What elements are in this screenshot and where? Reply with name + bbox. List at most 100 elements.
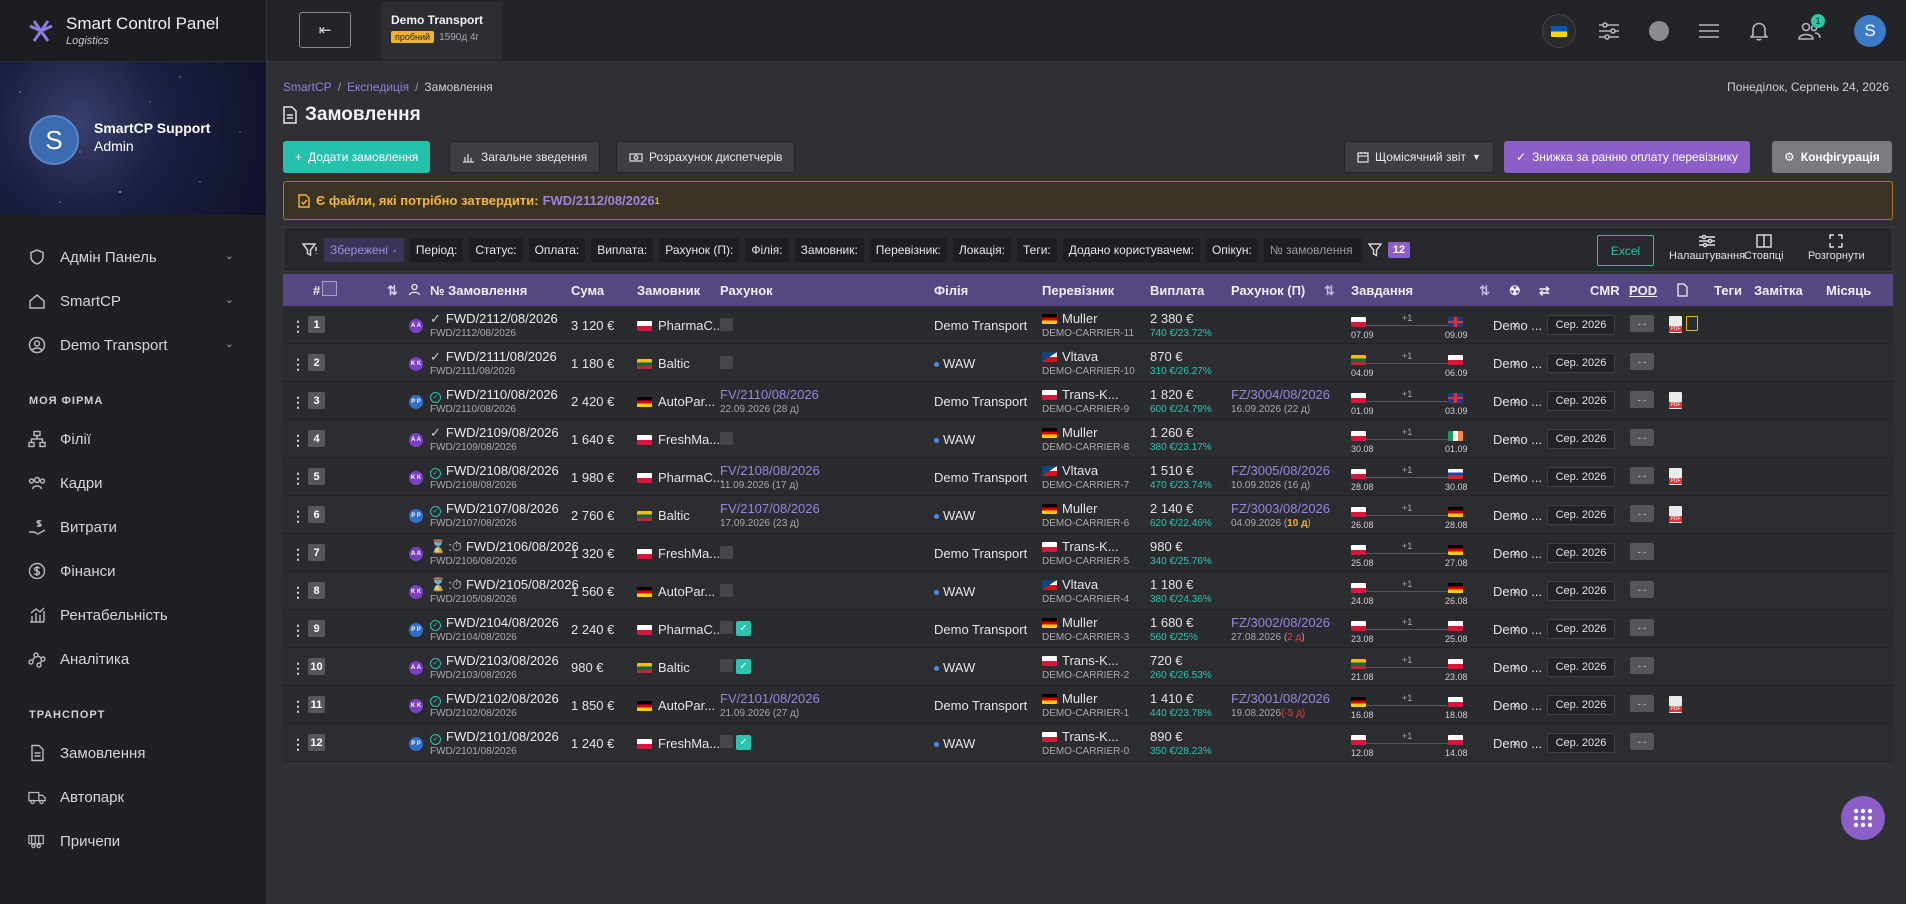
table-row[interactable]: ⋮ 7 A A ⌛:⏱ FWD/2106/08/2026 FWD/2106/08/2026…: [283, 534, 1893, 572]
sidebar-item-analytics[interactable]: Аналітика: [0, 637, 266, 681]
table-row[interactable]: ⋮ 10 A A ✓ FWD/2103/08/2026 FWD/2103/08/2026 9…: [283, 648, 1893, 686]
add-order-button[interactable]: + Додати замовлення: [283, 141, 431, 173]
sidebar-item-finance[interactable]: Фінанси: [0, 549, 266, 593]
order-number[interactable]: ⌛:⏱ FWD/2106/08/2026: [430, 539, 579, 554]
sidebar-item-orders[interactable]: Замовлення: [0, 731, 266, 775]
chevron-down-icon[interactable]: ⌄: [224, 294, 234, 306]
filter-added-by[interactable]: Додано користувачем:: [1062, 237, 1200, 262]
carrier-invoice-link[interactable]: FZ/3004/08/2026: [1231, 387, 1331, 402]
customer[interactable]: Baltic: [637, 508, 690, 523]
table-row[interactable]: ⋮ 1 A A ✓ FWD/2112/08/2026 FWD/2112/08/2026 3 …: [283, 306, 1893, 344]
pending-doc-icon[interactable]: [1686, 316, 1698, 331]
sidebar-item-trailers[interactable]: Причепи: [0, 819, 266, 863]
customer[interactable]: Baltic: [637, 660, 690, 675]
brand[interactable]: Smart Control Panel Logistics: [0, 0, 266, 62]
table-row[interactable]: ⋮ 3 P P ✓ FWD/2110/08/2026 FWD/2110/08/2026 2 …: [283, 382, 1893, 420]
avatar[interactable]: A A: [409, 661, 423, 675]
sidebar-item-profitability[interactable]: Рентабельність: [0, 593, 266, 637]
sidebar-item-smartcp[interactable]: SmartCP ⌄: [0, 279, 266, 323]
col-tasks[interactable]: Завдання: [1351, 283, 1414, 298]
adr-status[interactable]: ×: [1512, 622, 1520, 636]
table-row[interactable]: ⋮ 2 K K ✓ FWD/2111/08/2026 FWD/2111/08/2026 1 …: [283, 344, 1893, 382]
pod-status[interactable]: - -: [1630, 543, 1654, 560]
quick-actions-button[interactable]: [1841, 796, 1885, 840]
pending-file-link[interactable]: FWD/2112/08/2026: [542, 193, 655, 208]
table-row[interactable]: ⋮ 11 K K ✓ FWD/2102/08/2026 FWD/2102/08/2026 1…: [283, 686, 1893, 724]
avatar[interactable]: P P: [409, 623, 423, 637]
saved-filters-dropdown[interactable]: Збережені ⌄: [324, 237, 404, 262]
row-menu-icon[interactable]: ⋮: [291, 508, 305, 524]
customer[interactable]: AutoPar...: [637, 584, 715, 599]
sidebar-item-demo-transport[interactable]: Demo Transport ⌄: [0, 323, 266, 367]
row-menu-icon[interactable]: ⋮: [291, 318, 305, 334]
breadcrumb-root[interactable]: SmartCP: [283, 80, 332, 94]
customer[interactable]: PharmaC...: [637, 318, 724, 333]
carrier[interactable]: Trans-K...: [1042, 539, 1119, 554]
carrier-invoice-link[interactable]: FZ/3001/08/2026: [1231, 691, 1331, 706]
avatar[interactable]: A A: [409, 319, 423, 333]
adr-status[interactable]: ×: [1512, 698, 1520, 712]
pod-status[interactable]: - -: [1630, 581, 1654, 598]
customer[interactable]: AutoPar...: [637, 394, 715, 409]
customer[interactable]: PharmaC...: [637, 622, 724, 637]
filter-tags[interactable]: Теги:: [1017, 237, 1057, 262]
filter-customer[interactable]: Замовник:: [794, 237, 864, 262]
customer[interactable]: AutoPar...: [637, 698, 715, 713]
early-payment-discount-button[interactable]: ✓ Знижка за ранню оплату перевізнику: [1504, 141, 1750, 173]
order-number[interactable]: ✓ FWD/2102/08/2026: [430, 691, 559, 707]
adr-status[interactable]: ×: [1512, 356, 1520, 370]
avatar[interactable]: K K: [409, 471, 423, 485]
carrier[interactable]: Vltava: [1042, 577, 1098, 592]
pod-status[interactable]: - -: [1630, 353, 1654, 370]
pod-status[interactable]: - -: [1630, 657, 1654, 674]
expand-button[interactable]: Розгорнути: [1808, 234, 1865, 262]
table-settings-button[interactable]: Налаштування: [1669, 234, 1745, 262]
filter-period[interactable]: Період:: [409, 237, 464, 262]
row-menu-icon[interactable]: ⋮: [291, 622, 305, 638]
user-menu[interactable]: S: [1834, 0, 1906, 62]
col-order[interactable]: № Замовлення: [430, 283, 528, 298]
table-row[interactable]: ⋮ 6 P P ✓ FWD/2107/08/2026 FWD/2107/08/2026 2 …: [283, 496, 1893, 534]
route[interactable]: +1 01.09 03.09: [1351, 389, 1468, 416]
carrier[interactable]: Vltava: [1042, 463, 1098, 478]
apply-filter-icon[interactable]: [1367, 242, 1382, 257]
avatar[interactable]: P P: [409, 737, 423, 751]
customer[interactable]: Baltic: [637, 356, 690, 371]
invoice-placeholder[interactable]: [720, 584, 733, 600]
adr-status[interactable]: ×: [1512, 736, 1520, 750]
carrier-invoice-link[interactable]: FZ/3005/08/2026: [1231, 463, 1331, 478]
sort-icon[interactable]: ⇅: [1324, 283, 1335, 298]
route[interactable]: +1 16.08 18.08: [1351, 693, 1468, 720]
customer[interactable]: FreshMa...: [637, 736, 720, 751]
order-number[interactable]: ✓ FWD/2112/08/2026: [430, 311, 558, 326]
pdf-icon[interactable]: [1669, 506, 1682, 523]
route[interactable]: +1 30.08 01.09: [1351, 427, 1468, 454]
col-tags[interactable]: Теги: [1714, 283, 1742, 298]
pod-status[interactable]: - -: [1630, 505, 1654, 522]
route[interactable]: +1 12.08 14.08: [1351, 731, 1468, 758]
filter-curator[interactable]: Опікун:: [1205, 237, 1258, 262]
adr-status[interactable]: ×: [1512, 394, 1520, 408]
col-customer[interactable]: Замовник: [637, 283, 701, 298]
select-all-checkbox[interactable]: [322, 281, 337, 296]
invoice-link[interactable]: FV/2108/08/2026: [720, 463, 820, 478]
customer[interactable]: PharmaC...: [637, 470, 724, 485]
pod-status[interactable]: - -: [1630, 315, 1654, 332]
table-row[interactable]: ⋮ 4 A A ✓ FWD/2109/08/2026 FWD/2109/08/2026 1 …: [283, 420, 1893, 458]
general-summary-button[interactable]: Загальне зведення: [449, 141, 601, 173]
row-menu-icon[interactable]: ⋮: [291, 546, 305, 562]
row-menu-icon[interactable]: ⋮: [291, 356, 305, 372]
filter-location[interactable]: Локація:: [952, 237, 1011, 262]
row-menu-icon[interactable]: ⋮: [291, 394, 305, 410]
col-carrier[interactable]: Перевізник: [1042, 283, 1115, 298]
route[interactable]: +1 24.08 26.08: [1351, 579, 1468, 606]
invoice-link[interactable]: FV/2101/08/2026: [720, 691, 820, 706]
avatar[interactable]: K K: [409, 585, 423, 599]
avatar[interactable]: A A: [409, 547, 423, 561]
profile-avatar[interactable]: S: [29, 115, 79, 165]
adr-status[interactable]: ×: [1512, 470, 1520, 484]
dispatcher-calc-button[interactable]: Розрахунок диспетчерів: [616, 141, 796, 173]
notifications-button[interactable]: [1734, 0, 1784, 62]
col-cmr[interactable]: CMR: [1590, 283, 1620, 298]
invoice-placeholder[interactable]: [720, 546, 733, 562]
